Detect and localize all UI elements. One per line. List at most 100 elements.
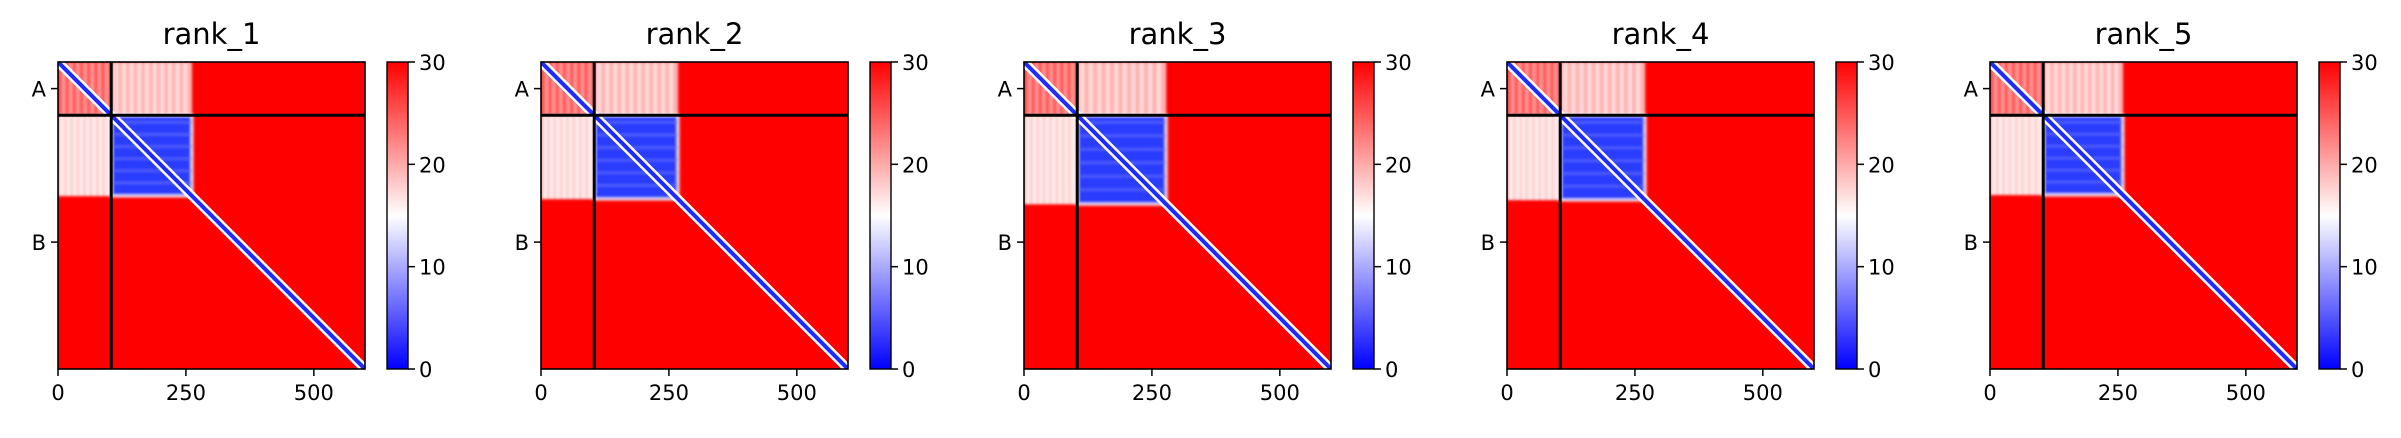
confident-domain-texture — [1560, 146, 1646, 149]
x-tick-label: 500 — [1743, 381, 1783, 405]
chainA-stripe — [1518, 62, 1522, 116]
x-tick-label: 0 — [1983, 381, 1996, 405]
domain-chainA-stripe — [2061, 62, 2066, 116]
confident-domain-texture — [1560, 121, 1646, 124]
chain-label: B — [1481, 231, 1495, 255]
chainA-stripe — [1042, 62, 1046, 116]
chainA-stripe — [1028, 62, 1032, 116]
chainA-domain-stripe — [1541, 115, 1546, 201]
chainA-stripe — [1525, 62, 1529, 116]
confident-domain-texture — [111, 169, 193, 172]
chainA-domain-stripe — [555, 115, 560, 200]
diagonal-line — [1990, 62, 2297, 369]
domain-chainA-stripe — [1156, 62, 1161, 116]
chain-label: B — [32, 231, 46, 255]
chainA-domain-stripe — [1051, 115, 1056, 205]
chainA-domain-block — [58, 115, 112, 197]
domain-chainA-stripe — [121, 62, 126, 116]
domain-chainA-stripe — [1122, 62, 1127, 116]
chainA-domain-stripe — [1032, 115, 1037, 205]
colorbar-tick-label: 20 — [1385, 153, 1412, 177]
chainA-domain-stripe — [104, 115, 109, 197]
panel-title: rank_5 — [2095, 17, 2193, 51]
confident-domain-texture — [1560, 185, 1646, 188]
panel-title: rank_3 — [1129, 17, 1227, 51]
chainA-domain-stripe — [1515, 115, 1520, 201]
plot-area — [1507, 62, 1814, 369]
chain-label: A — [1481, 78, 1496, 102]
domain-chainA-stripe — [1587, 62, 1592, 116]
domain-chainA-stripe — [152, 62, 157, 116]
chainA-stripe — [76, 62, 80, 116]
chainA-stripe — [1554, 62, 1558, 116]
domain-chainA-stripe — [1114, 62, 1119, 116]
domain-chainA-stripe — [1139, 62, 1144, 116]
domain-chainA-stripe — [1579, 62, 1584, 116]
colorbar — [2319, 62, 2340, 369]
chainA-domain-block — [1990, 115, 2044, 196]
confident-domain-texture — [594, 146, 679, 149]
domain-chainA-stripe — [661, 62, 666, 116]
chainA-domain-stripe — [1058, 115, 1063, 205]
confident-domain-texture — [2043, 145, 2124, 148]
plot-area — [1024, 62, 1331, 369]
chainA-stripe — [545, 62, 549, 116]
axes-frame — [1023, 61, 1332, 370]
confident-domain-texture — [1077, 175, 1167, 178]
domain-chainA-stripe — [2114, 62, 2119, 116]
panel-title: rank_2 — [646, 17, 744, 51]
colorbar-tick-label: 30 — [2351, 51, 2378, 75]
confident-domain-texture — [1077, 121, 1167, 124]
domain-chainA-stripe — [183, 62, 188, 116]
chainA-stripe — [2022, 62, 2026, 116]
plot-area — [541, 62, 848, 369]
confident-domain-texture — [594, 133, 679, 136]
diagonal-line — [541, 62, 848, 369]
chainA-domain-block — [1507, 115, 1561, 201]
heatmap-panel-3: rank_3 0 250 500 A B 0 10 20 30 — [998, 17, 1412, 405]
chainA-domain-stripe — [2011, 115, 2016, 196]
confident-domain-texture — [1560, 172, 1646, 175]
colorbar-tick-label: 20 — [902, 153, 929, 177]
axes-frame — [57, 61, 366, 370]
chainA-stripe — [588, 62, 592, 116]
chainA-stripe — [2001, 62, 2005, 116]
chain-label: A — [1964, 78, 1979, 102]
chainA-domain-stripe — [92, 115, 97, 197]
heatmap-panel-1: rank_1 0 250 500 A B 0 10 20 30 — [32, 17, 446, 405]
colorbar-tick-label: 0 — [1868, 358, 1881, 382]
chainA-domain-stripe — [60, 115, 65, 197]
chainA-stripe — [2037, 62, 2041, 116]
confident-domain-texture — [2043, 121, 2124, 124]
plot-area — [58, 62, 365, 369]
chainA-domain-stripe — [1553, 115, 1558, 201]
chainA-domain-stripe — [2024, 115, 2029, 196]
domain-chainA-stripe — [1080, 62, 1085, 116]
x-tick-label: 0 — [1500, 381, 1513, 405]
chain-label: B — [998, 231, 1012, 255]
domain-chainA-stripe — [2091, 62, 2096, 116]
x-tick-label: 250 — [1132, 381, 1172, 405]
confident-domain-texture — [1077, 188, 1167, 191]
domain-chainA-stripe — [2069, 62, 2074, 116]
chainA-domain-block — [1024, 115, 1078, 205]
domain-chainA-stripe — [2106, 62, 2111, 116]
colorbar-tick-label: 0 — [419, 358, 432, 382]
chainA-domain-stripe — [1038, 115, 1043, 205]
domain-chainA-stripe — [129, 62, 134, 116]
chainA-domain-stripe — [568, 115, 573, 200]
chainA-domain-stripe — [66, 115, 71, 197]
x-tick-label: 500 — [777, 381, 817, 405]
colorbar — [1353, 62, 1374, 369]
chainA-domain-stripe — [575, 115, 580, 200]
chainA-domain-stripe — [1064, 115, 1069, 205]
chain-label: B — [1964, 231, 1978, 255]
confident-domain-texture — [111, 133, 193, 136]
domain-chainA-stripe — [1131, 62, 1136, 116]
colorbar-tick-label: 10 — [419, 256, 446, 280]
panel-title: rank_1 — [163, 17, 261, 51]
chainA-stripe — [97, 62, 101, 116]
chainA-stripe — [69, 62, 73, 116]
domain-chainA-stripe — [114, 62, 119, 116]
chain-label: A — [998, 78, 1013, 102]
